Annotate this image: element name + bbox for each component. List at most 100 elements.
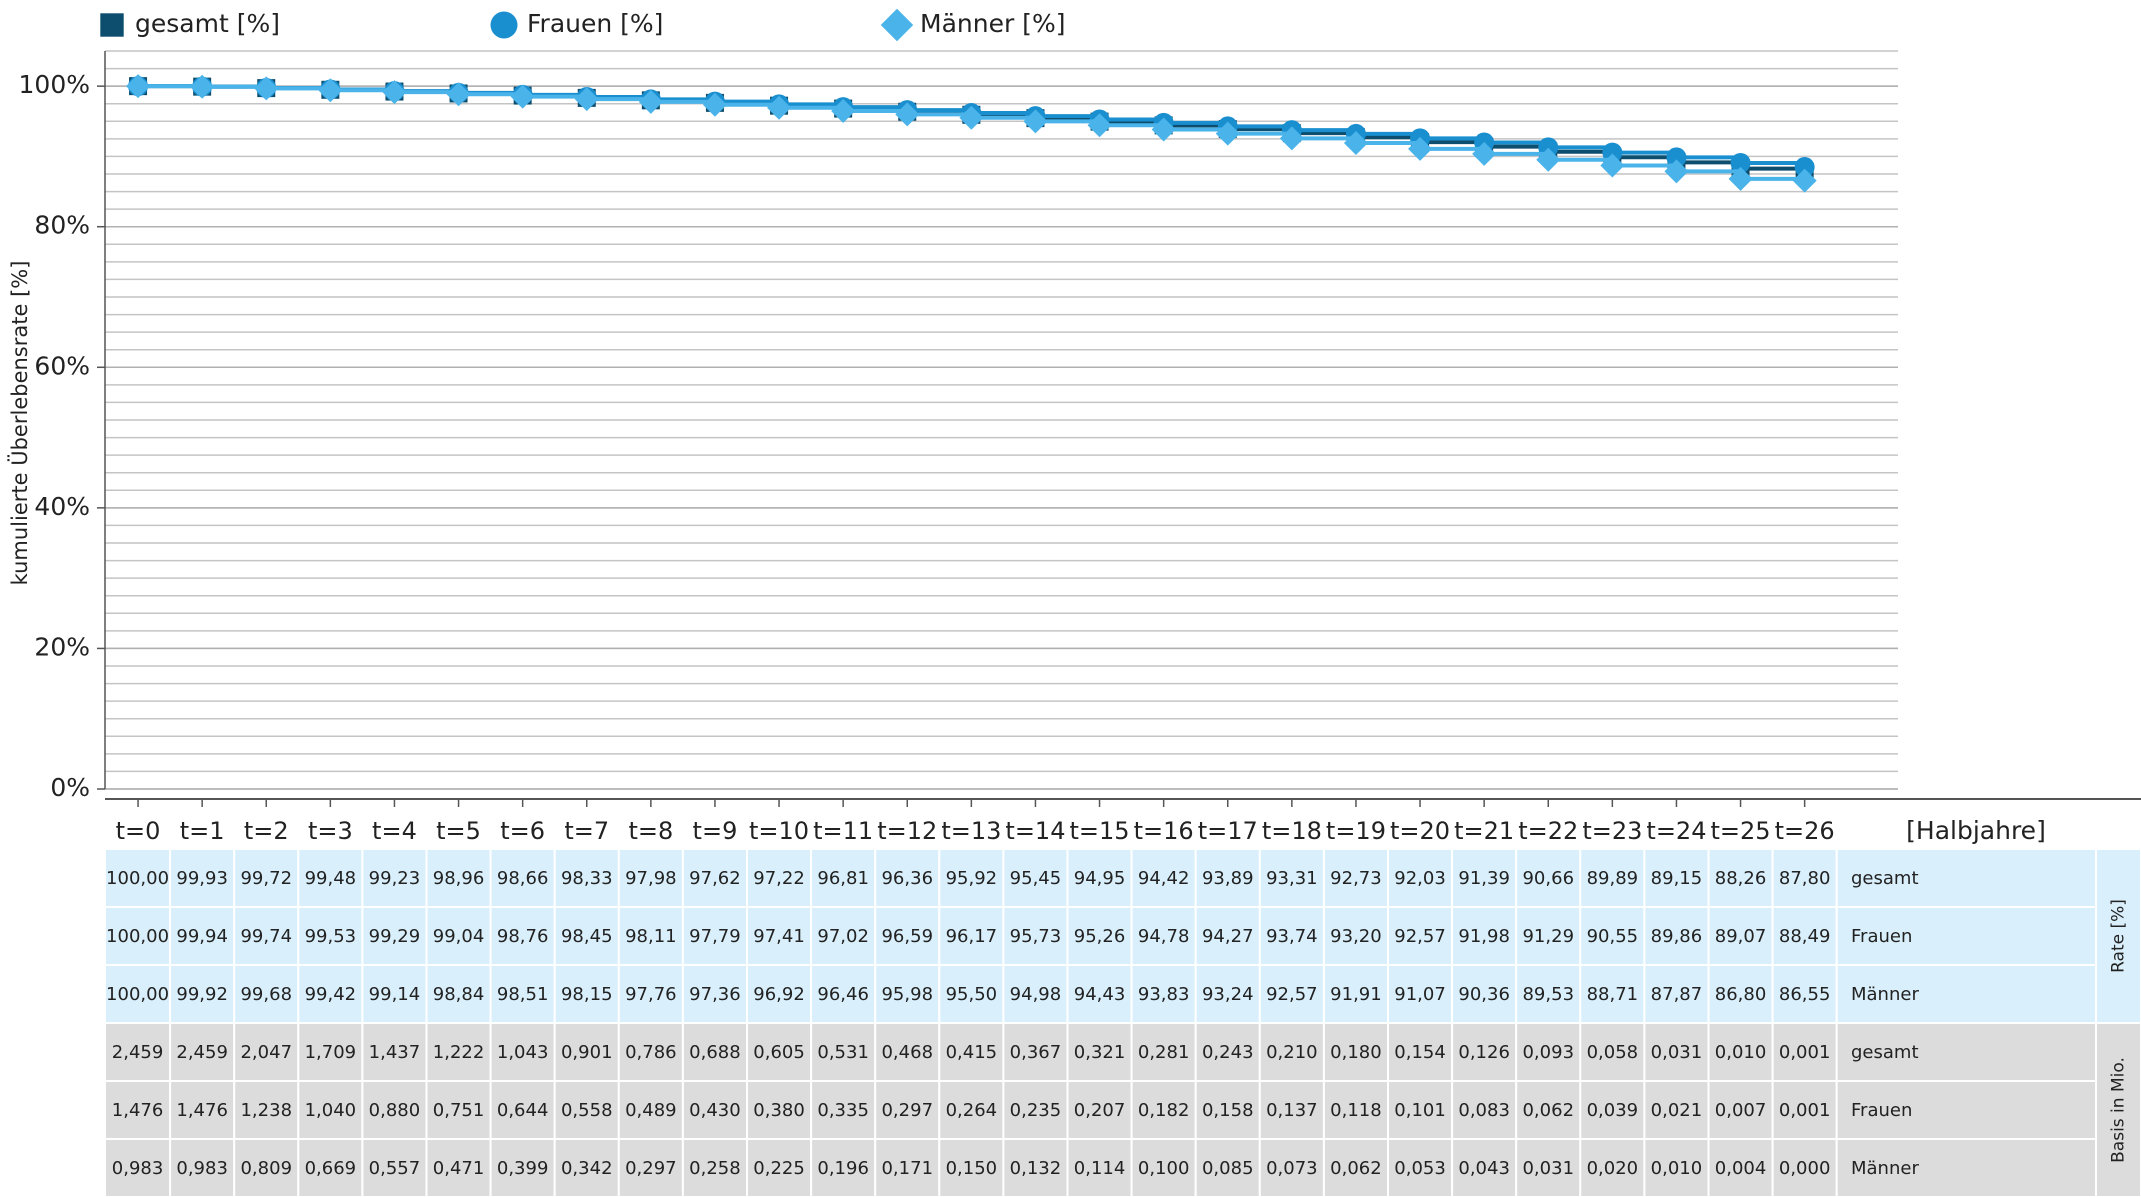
table-value: 1,476 [176,1100,228,1121]
table-row-label: Männer [1851,1158,1919,1179]
table-cell [1387,1022,1454,1082]
data-point [831,99,856,124]
table-cell [938,848,1005,908]
table-value: 0,058 [1587,1042,1639,1063]
table-cell [810,964,877,1024]
table-value: 91,07 [1394,984,1446,1005]
x-tick-label: t=9 [693,817,738,845]
x-tick-label: t=14 [1005,817,1065,845]
table-value: 97,22 [753,868,805,889]
table-row-header [1835,848,2097,908]
table-value: 0,983 [176,1158,228,1179]
table-value: 95,73 [1010,926,1062,947]
table-value: 0,001 [1779,1042,1831,1063]
table-cell [1258,906,1325,966]
table-value: 1,476 [112,1100,164,1121]
table-cell [938,1138,1005,1197]
x-tick-label: t=13 [941,817,1001,845]
table-value: 87,87 [1651,984,1703,1005]
table-cell [233,1080,300,1140]
table-value: 0,605 [753,1042,805,1063]
table-value: 98,45 [561,926,613,947]
table-value: 0,062 [1522,1100,1574,1121]
table-value: 0,000 [1779,1158,1831,1179]
x-tick-label: t=15 [1070,817,1130,845]
table-cell [1387,1138,1454,1197]
x-tick-label: t=26 [1775,817,1835,845]
table-value: 93,20 [1330,926,1382,947]
table-cell [1258,964,1325,1024]
data-point [1666,147,1687,168]
table-cell [489,1022,556,1082]
table-value: 0,342 [561,1158,613,1179]
table-cell [746,964,813,1024]
table-cell [1451,1138,1518,1197]
y-tick-label: 20% [34,632,90,661]
table-value: 99,93 [176,868,228,889]
table-value: 0,380 [753,1100,805,1121]
x-tick-label: t=3 [308,817,353,845]
data-point [1536,147,1561,172]
table-value: 0,531 [817,1042,869,1063]
x-tick-label: t=25 [1711,817,1771,845]
table-value: 100,00 [106,868,169,889]
data-point [767,95,792,120]
table-value: 96,92 [753,984,805,1005]
table-cell [553,906,620,966]
table-cell [1771,1080,1838,1140]
table-value: 0,031 [1651,1042,1703,1063]
x-tick-label: t=21 [1454,817,1514,845]
table-cell [1258,1138,1325,1197]
legend-marker [490,11,518,39]
data-point [1151,117,1176,142]
table-cell [1066,848,1133,908]
table-value: 89,86 [1651,926,1703,947]
table-cell [874,906,941,966]
table-cell [425,1022,492,1082]
table-row-label: Frauen [1851,926,1912,947]
y-tick-label: 100% [19,70,90,99]
data-point [1023,109,1048,134]
table-value: 99,29 [369,926,421,947]
table-value: 0,367 [1010,1042,1062,1063]
table-cell [297,906,364,966]
table-cell [681,848,749,908]
table-value: 97,98 [625,868,677,889]
y-axis-label: kumulierte Überlebensrate [%] [7,261,32,586]
table-value: 0,243 [1202,1042,1254,1063]
table-value: 0,137 [1266,1100,1318,1121]
table-value: 2,459 [112,1042,164,1063]
x-tick-label: t=4 [372,817,417,845]
table-cell [874,1138,941,1197]
table-value: 0,020 [1587,1158,1639,1179]
table-value: 94,27 [1202,926,1254,947]
table-cell [169,906,236,966]
table-cell [1451,1080,1518,1140]
table-value: 0,073 [1266,1158,1318,1179]
table-cell [1194,1138,1261,1197]
table-row-header [1835,906,2097,966]
table-cell [1643,848,1710,908]
table-cell [1322,964,1390,1024]
table-value: 2,459 [176,1042,228,1063]
data-point [1730,152,1751,173]
table-value: 93,83 [1138,984,1190,1005]
y-tick-label: 0% [50,773,90,802]
x-tick-label: t=6 [500,817,545,845]
table-value: 97,62 [689,868,741,889]
table-value: 0,688 [689,1042,741,1063]
x-tick-label: t=18 [1262,817,1322,845]
table-value: 99,74 [240,926,292,947]
x-tick-label: t=22 [1518,817,1578,845]
table-cell [169,1022,236,1082]
table-value: 98,33 [561,868,613,889]
data-point [1343,131,1368,156]
table-value: 90,55 [1587,926,1639,947]
x-tick-label: t=16 [1134,817,1194,845]
table-cell [1002,1080,1069,1140]
table-value: 93,31 [1266,868,1318,889]
table-value: 0,004 [1715,1158,1767,1179]
table-value: 0,210 [1266,1042,1318,1063]
table-cell [617,1138,684,1197]
table-value: 88,26 [1715,868,1767,889]
